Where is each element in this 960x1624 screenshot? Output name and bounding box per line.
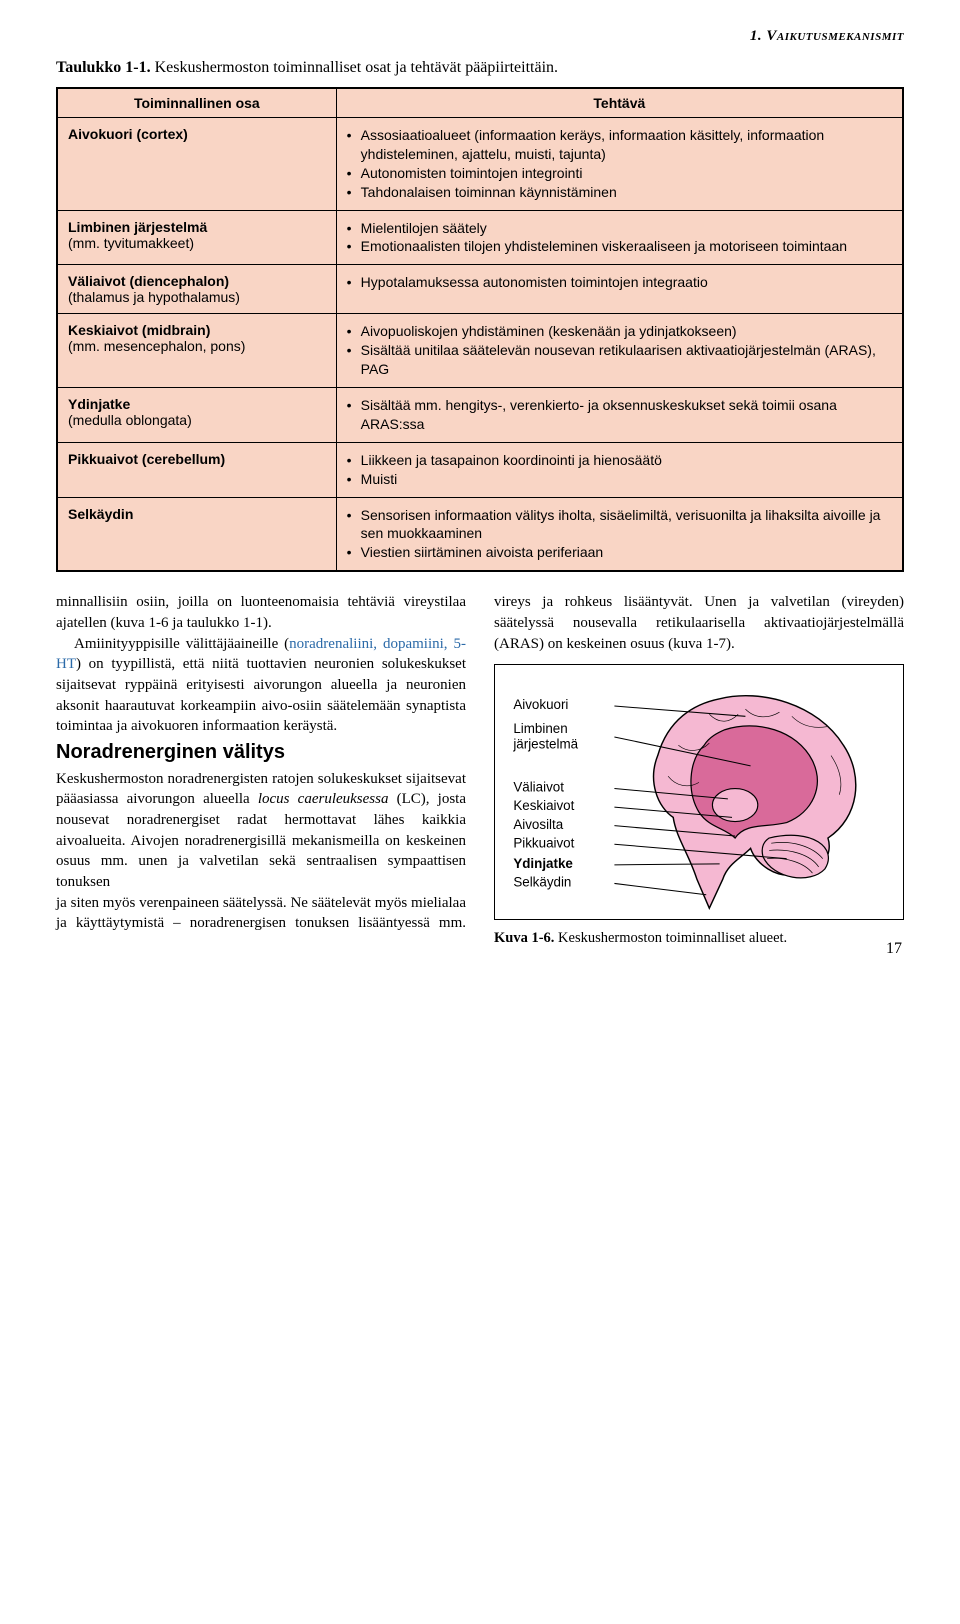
label-pikkuaivot: Pikkuaivot	[513, 836, 574, 851]
label-keskiaivot: Keskiaivot	[513, 799, 574, 814]
body-p2: Amiinityyppisille välittäjäaineille (nor…	[56, 634, 466, 737]
list-item: Mielentilojen säätely	[347, 219, 892, 238]
cell-tehtava: Liikkeen ja tasapainon koordinointi ja h…	[336, 442, 903, 497]
table-row: Selkäydin Sensorisen informaation välitys…	[57, 497, 903, 571]
col-header-osa: Toiminnallinen osa	[57, 88, 336, 118]
figure-caption: Kuva 1-6. Keskushermoston toiminnalliset…	[494, 928, 904, 948]
label-ydinjatke: Ydinjatke	[513, 856, 573, 871]
list-item: Sensorisen informaation välitys iholta, …	[347, 506, 892, 544]
cell-osa: Väliaivot (diencephalon)(thalamus ja hyp…	[57, 265, 336, 314]
cell-tehtava: Mielentilojen säätelyEmotionaalisten til…	[336, 210, 903, 265]
label-aivokuori: Aivokuori	[513, 697, 568, 712]
body-p3: Keskushermoston noradrenergisten ratojen…	[56, 769, 466, 893]
table-row: Ydinjatke(medulla oblongata) Sisältää mm.…	[57, 388, 903, 443]
table-header-row: Toiminnallinen osa Tehtävä	[57, 88, 903, 118]
list-item: Tahdonalaisen toiminnan käynnistäminen	[347, 183, 892, 202]
figure-box: Aivokuori Limbinen järjestelmä Väliaivot…	[494, 664, 904, 919]
cell-osa: Pikkuaivot (cerebellum)	[57, 442, 336, 497]
cell-tehtava: Aivopuoliskojen yhdistäminen (keskenään …	[336, 314, 903, 388]
cell-tehtava: Sensorisen informaation välitys iholta, …	[336, 497, 903, 571]
figure-1-6: Aivokuori Limbinen järjestelmä Väliaivot…	[494, 664, 904, 947]
label-limbinen1: Limbinen	[513, 721, 567, 736]
list-item: Autonomisten toimintojen integrointi	[347, 164, 892, 183]
table-row: Pikkuaivot (cerebellum) Liikkeen ja tasap…	[57, 442, 903, 497]
label-selkaydin: Selkäydin	[513, 875, 571, 890]
list-item: Assosiaatioalueet (informaation keräys, …	[347, 126, 892, 164]
label-limbinen2: järjestelmä	[512, 737, 578, 752]
list-item: Sisältää mm. hengitys-, verenkierto- ja …	[347, 396, 892, 434]
cell-osa: Ydinjatke(medulla oblongata)	[57, 388, 336, 443]
page-number: 17	[886, 940, 902, 958]
cell-tehtava: Sisältää mm. hengitys-, verenkierto- ja …	[336, 388, 903, 443]
figure-caption-bold: Kuva 1-6.	[494, 930, 554, 946]
cell-osa: Limbinen järjestelmä(mm. tyvitumakkeet)	[57, 210, 336, 265]
cell-tehtava: Hypotalamuksessa autonomisten toimintoje…	[336, 265, 903, 314]
body-p1: minnallisiin osiin, joilla on luonteenom…	[56, 592, 466, 633]
body-columns: minnallisiin osiin, joilla on luonteenom…	[56, 592, 904, 947]
list-item: Aivopuoliskojen yhdistäminen (keskenään …	[347, 322, 892, 341]
list-item: Emotionaalisten tilojen yhdisteleminen v…	[347, 237, 892, 256]
table-row: Väliaivot (diencephalon)(thalamus ja hyp…	[57, 265, 903, 314]
table-caption: Taulukko 1-1. Keskushermoston toiminnall…	[56, 59, 904, 77]
table-caption-bold: Taulukko 1-1.	[56, 59, 151, 76]
table-caption-rest: Keskushermoston toiminnalliset osat ja t…	[151, 59, 558, 76]
list-item: Muisti	[347, 470, 892, 489]
cell-osa: Keskiaivot (midbrain)(mm. mesencephalon,…	[57, 314, 336, 388]
figure-caption-rest: Keskushermoston toiminnalliset alueet.	[554, 930, 787, 946]
list-item: Viestien siirtäminen aivoista periferiaa…	[347, 543, 892, 562]
list-item: Sisältää unitilaa säätelevän nousevan re…	[347, 341, 892, 379]
cns-table: Toiminnallinen osa Tehtävä Aivokuori (co…	[56, 87, 904, 572]
subheading-noradrenerginen: Noradrenerginen välitys	[56, 739, 466, 767]
label-aivosilta: Aivosilta	[513, 817, 563, 832]
table-row: Keskiaivot (midbrain)(mm. mesencephalon,…	[57, 314, 903, 388]
cell-tehtava: Assosiaatioalueet (informaation keräys, …	[336, 118, 903, 211]
table-row: Aivokuori (cortex) Assosiaatioalueet (inf…	[57, 118, 903, 211]
label-valiaivot: Väliaivot	[513, 780, 564, 795]
section-header: 1. Vaikutusmekanismit	[56, 28, 904, 45]
cell-osa: Selkäydin	[57, 497, 336, 571]
table-row: Limbinen järjestelmä(mm. tyvitumakkeet)M…	[57, 210, 903, 265]
cell-osa: Aivokuori (cortex)	[57, 118, 336, 211]
list-item: Hypotalamuksessa autonomisten toimintoje…	[347, 273, 892, 292]
brain-diagram: Aivokuori Limbinen järjestelmä Väliaivot…	[503, 673, 895, 910]
list-item: Liikkeen ja tasapainon koordinointi ja h…	[347, 451, 892, 470]
col-header-tehtava: Tehtävä	[336, 88, 903, 118]
italic-locus: locus caeruleuksessa	[258, 791, 389, 807]
